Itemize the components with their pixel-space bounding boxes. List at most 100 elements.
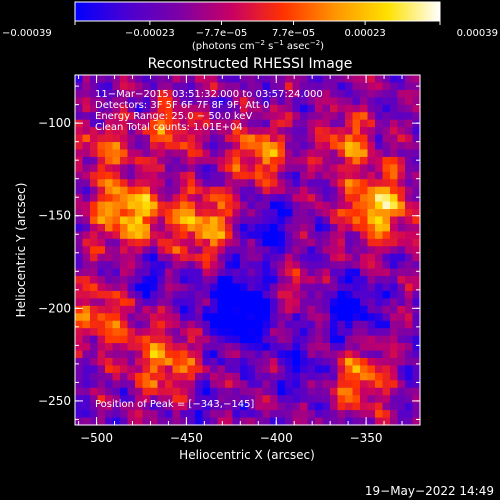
heatmap-cell — [270, 246, 279, 255]
heatmap-cell — [135, 104, 144, 113]
heatmap-cell — [292, 298, 301, 307]
heatmap-cell — [247, 127, 256, 136]
heatmap-cell — [300, 305, 309, 314]
heatmap-cell — [142, 261, 151, 270]
heatmap-cell — [390, 82, 399, 91]
heatmap-cell — [75, 350, 84, 359]
heatmap-cell — [300, 246, 309, 255]
heatmap-cell — [240, 179, 249, 188]
heatmap-cell — [270, 238, 279, 247]
heatmap-cell — [330, 246, 339, 255]
heatmap-cell — [300, 89, 309, 98]
heatmap-cell — [367, 328, 376, 337]
heatmap-cell — [112, 127, 121, 136]
heatmap-cell — [315, 365, 324, 374]
heatmap-cell — [247, 298, 256, 307]
heatmap-cell — [367, 365, 376, 374]
heatmap-cell — [180, 194, 189, 203]
heatmap-cell — [120, 246, 129, 255]
heatmap-cell — [217, 209, 226, 218]
heatmap-cell — [112, 119, 121, 128]
heatmap-cell — [187, 365, 196, 374]
heatmap-cell — [97, 82, 106, 91]
heatmap-cell — [202, 276, 211, 285]
heatmap-cell — [412, 268, 421, 277]
heatmap-cell — [105, 305, 114, 314]
heatmap-cell — [210, 104, 219, 113]
heatmap-cell — [75, 290, 84, 300]
heatmap-cell — [210, 387, 219, 396]
heatmap-cell — [337, 276, 346, 285]
heatmap-cell — [225, 402, 234, 411]
colorbar-tick-label: −7.7e−05 — [196, 28, 248, 39]
heatmap-cell — [315, 97, 324, 106]
heatmap-cell — [127, 179, 136, 188]
heatmap-cell — [412, 134, 421, 143]
heatmap-cell — [352, 357, 361, 367]
heatmap-cell — [405, 223, 414, 232]
heatmap-cell — [405, 402, 414, 411]
heatmap-cell — [360, 142, 369, 151]
heatmap-cell — [262, 410, 271, 419]
heatmap-cell — [90, 357, 99, 367]
heatmap-cell — [202, 156, 211, 165]
heatmap-cell — [120, 216, 129, 225]
heatmap-cell — [157, 216, 166, 225]
heatmap-cell — [142, 119, 151, 128]
heatmap-cell — [337, 112, 346, 121]
heatmap-cell — [202, 313, 211, 322]
heatmap-cell — [337, 186, 346, 195]
heatmap-cell — [202, 75, 211, 84]
heatmap-cell — [307, 320, 316, 329]
heatmap-cell — [360, 410, 369, 419]
heatmap-cell — [247, 410, 256, 419]
heatmap-cell — [240, 75, 249, 84]
heatmap-cell — [315, 149, 324, 158]
heatmap-cell — [112, 246, 121, 255]
heatmap-cell — [165, 156, 174, 165]
heatmap-cell — [330, 82, 339, 91]
heatmap-cell — [255, 156, 264, 165]
heatmap-cell — [337, 142, 346, 151]
heatmap-cell — [172, 179, 181, 188]
heatmap-cell — [352, 365, 361, 374]
heatmap-cell — [97, 380, 106, 389]
heatmap-cell — [360, 350, 369, 359]
heatmap-cell — [337, 164, 346, 173]
heatmap-cell — [165, 298, 174, 307]
heatmap-cell — [382, 112, 391, 121]
heatmap-cell — [195, 223, 204, 232]
heatmap-cell — [375, 417, 384, 426]
heatmap-cell — [210, 328, 219, 337]
heatmap-cell — [397, 156, 406, 165]
heatmap-cell — [165, 372, 174, 381]
heatmap-cell — [142, 268, 151, 277]
heatmap-cell — [195, 209, 204, 218]
heatmap-cell — [165, 186, 174, 195]
heatmap-cell — [202, 216, 211, 225]
heatmap-cell — [187, 253, 196, 262]
heatmap-cell — [352, 186, 361, 195]
heatmap-cell — [172, 246, 181, 255]
heatmap-cell — [225, 380, 234, 389]
heatmap-cell — [247, 283, 256, 292]
heatmap-cell — [255, 402, 264, 411]
heatmap-cell — [322, 410, 331, 419]
heatmap-cell — [120, 97, 129, 106]
heatmap-cell — [135, 201, 144, 210]
heatmap-cell — [240, 223, 249, 232]
heatmap-cell — [217, 387, 226, 396]
heatmap-cell — [405, 171, 414, 180]
heatmap-cell — [112, 343, 121, 352]
annotation-energy-range: Energy Range: 25.0 − 50.0 keV — [95, 111, 252, 122]
heatmap-cell — [127, 305, 136, 314]
heatmap-cell — [375, 365, 384, 374]
heatmap-cell — [210, 112, 219, 121]
heatmap-cell — [127, 261, 136, 270]
heatmap-cell — [412, 417, 421, 426]
heatmap-cell — [225, 82, 234, 91]
heatmap-cell — [97, 417, 106, 426]
heatmap-cell — [75, 104, 84, 113]
heatmap-cell — [412, 380, 421, 389]
heatmap-cell — [105, 298, 114, 307]
